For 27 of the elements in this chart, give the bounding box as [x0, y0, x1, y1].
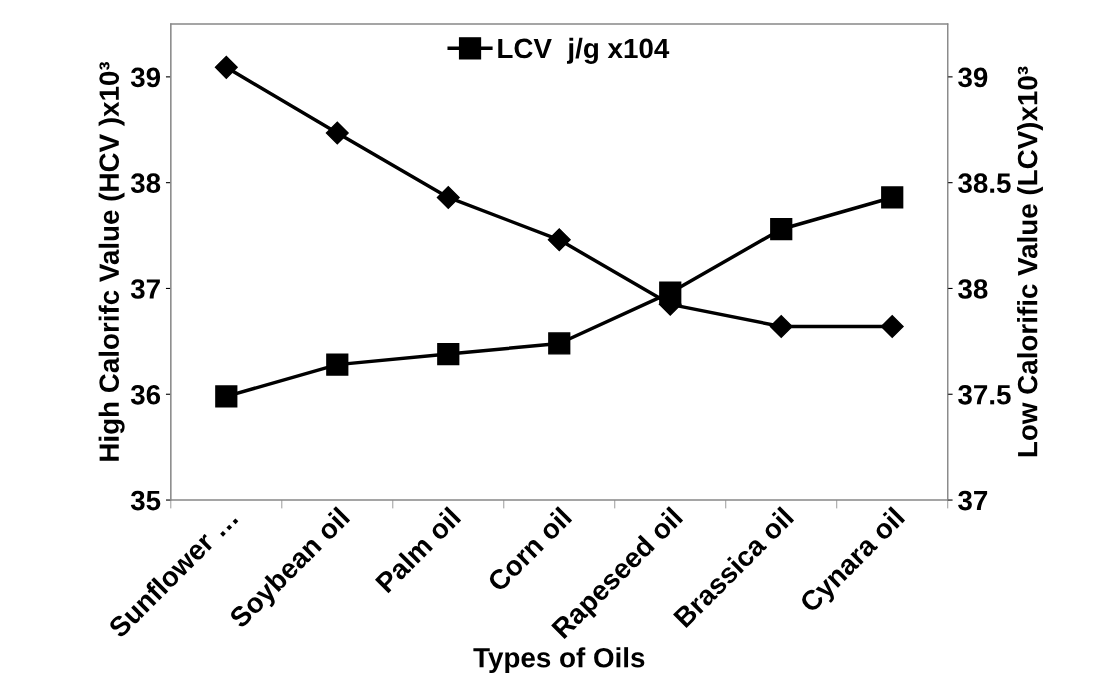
x-axis-title: Types of Oils [473, 647, 645, 674]
point [770, 218, 793, 241]
y-tick-label: 36 [130, 384, 161, 405]
point [547, 228, 571, 252]
y-tick-label: 38 [130, 173, 161, 194]
point [325, 121, 349, 145]
point [437, 342, 460, 366]
y2-axis-title: Low Calorific Value (LCV)x10³ [1017, 66, 1043, 457]
legend-label: LCV j/g x104 [498, 37, 670, 64]
point [436, 185, 460, 209]
y2-tick-label: 39 [958, 67, 988, 88]
y2-tick-label: 38.5 [958, 173, 1011, 194]
point [214, 55, 238, 79]
y-tick-label: 35 [130, 490, 161, 511]
point [659, 281, 682, 304]
y-tick-label: 37 [130, 279, 160, 299]
y-tick-label: 39 [130, 67, 161, 88]
point [548, 332, 571, 355]
point [880, 315, 904, 339]
point [215, 385, 238, 408]
point [881, 186, 904, 209]
y2-tick-label: 38 [958, 279, 988, 299]
point [326, 353, 349, 376]
y2-tick-label: 37.5 [958, 384, 1011, 405]
point [769, 315, 793, 339]
y-axis-title: High Calorifc Value (HCV )x10³ [98, 61, 125, 461]
y2-tick-label: 37 [958, 490, 988, 511]
